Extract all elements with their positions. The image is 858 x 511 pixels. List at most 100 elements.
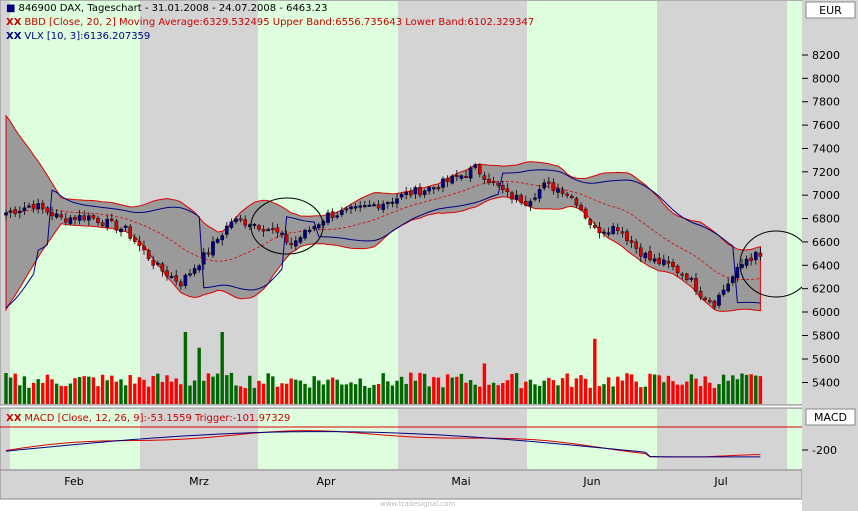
candle-body [96,217,100,223]
candle-body [542,182,546,189]
x-tick-label: Mai [451,475,470,488]
volume-bar [151,375,155,404]
candle-body [501,185,505,190]
candle-body [427,187,432,192]
volume-bar [307,387,312,404]
candle-body [514,194,519,201]
candle-body [271,228,275,230]
volume-bar [142,379,146,404]
macd-panel[interactable] [0,407,803,471]
candle-body [358,205,363,208]
zone-zones-top-5 [657,1,787,404]
price-legend: ■ 846900 DAX, Tageschart - 31.01.2008 - 2… [6,3,327,14]
volume-bar [464,382,468,404]
volume-bar [629,374,634,404]
volume-bar [579,375,583,404]
candle-body [142,245,146,251]
volume-bar [648,373,652,404]
candle-body [685,273,689,280]
volume-bar [367,387,372,404]
volume-bar [303,383,307,404]
volume-bar [395,380,399,404]
volume-bar [50,379,54,404]
volume-bar [708,382,712,404]
candle-body [330,211,335,218]
candle-body [643,252,648,259]
candle-body [183,274,188,286]
volume-bar [206,373,211,404]
bollinger-legend-marker: XX [6,17,22,28]
candle-body [754,251,758,261]
candle-body [280,232,284,235]
volume-bar [192,380,197,404]
volume-bar [491,382,496,404]
x-tick-label: Apr [316,475,336,488]
candle-body [611,226,615,234]
volume-bar [36,379,40,404]
candle-body [284,234,289,243]
candle-body [54,213,59,218]
candle-body [178,281,183,287]
candle-body [312,226,317,229]
volume-bar [689,374,694,404]
annotation-circle-april [250,197,324,255]
candle-body [436,186,441,190]
volume-bar [27,387,31,404]
price-panel[interactable] [0,0,813,406]
candle-body [73,217,77,221]
volume-bar [284,383,289,404]
candle-body [602,231,606,234]
y-tick-label: 6000 [812,306,840,319]
volume-bar [611,386,615,404]
zone-zones-mid-0 [10,409,140,469]
volume-bar [321,384,326,404]
candle-body [726,283,730,292]
volume-bar [685,381,689,404]
y-tick-label: 8000 [812,72,840,85]
volume-bar [349,382,353,404]
candle-body [712,300,717,308]
volume-bar [77,377,82,404]
macd-line [5,431,761,458]
volume-bar [252,387,257,404]
volume-bar [634,381,638,404]
candle-body [478,164,482,175]
candle-body [422,190,427,195]
volume-bar [211,376,215,404]
volume-bar [487,384,491,404]
volume-bar [675,384,680,404]
candle-body [100,222,105,226]
volume-bar [64,386,68,404]
candle-body [109,218,114,221]
candle-body [344,208,349,211]
volume-bar [409,372,413,404]
candle-body [50,212,54,217]
volume-bar [620,380,625,404]
volume-bar [418,372,422,404]
y-tick-label: 7400 [812,142,840,155]
volume-bar [326,379,330,404]
candle-body [13,209,18,214]
volume-bar [445,374,450,404]
volume-tick-label: 5400 [812,377,840,390]
candle-body [689,277,694,280]
x-tick-label: Jul [713,475,727,488]
macd-legend-marker: XX [6,413,22,424]
candle-body [151,260,156,266]
candle-body [68,217,73,224]
candle-body [694,278,698,292]
candle-body [27,205,31,208]
candle-body [491,180,496,183]
volume-bar [96,386,100,404]
candle-body [445,178,450,183]
y-tick-label: 8200 [812,49,840,62]
x-tick-label: Feb [64,475,83,488]
volume-bar [510,373,514,404]
candle-body [450,175,455,184]
volume-bar [404,383,408,404]
candle-body [744,258,749,266]
volume-bar [257,380,261,404]
volume-bar [91,377,96,404]
volume-bar [197,347,201,404]
candle-body [220,235,225,241]
